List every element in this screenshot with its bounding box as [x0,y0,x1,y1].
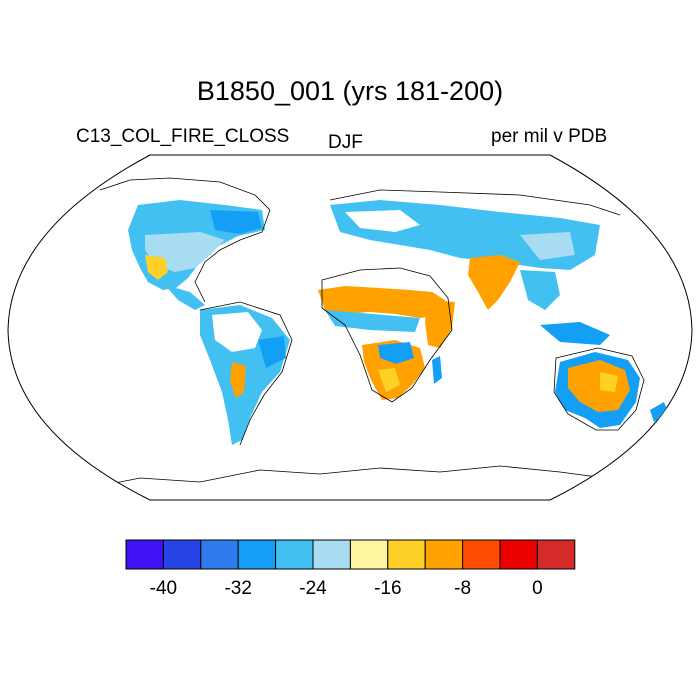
map-title: B1850_001 (yrs 181-200) [196,76,504,106]
colorbar-swatch [499,539,538,570]
australia-interior-field [568,360,630,412]
antarctica-coastline [79,465,621,491]
sahel-lower-field [325,310,420,332]
colorbar-swatch [312,539,351,570]
central-america-field [165,285,205,310]
southeast-asia-field [520,270,560,310]
sahel-fire-band [318,286,445,318]
southern-africa-yellow-field [378,368,400,392]
colorbar-tick-label: -40 [150,578,177,599]
colorbar-tick-label: 0 [532,578,543,599]
colorbar-tick-label: -32 [224,578,251,599]
colorbar-swatch [125,539,164,570]
season-label: DJF [328,132,363,153]
australia-yellow-field [600,372,618,392]
southern-africa-blue-field [378,342,414,364]
colorbar-swatch [237,539,277,570]
north-america-east-field [210,210,262,234]
south-america-orange-field [230,362,246,398]
colorbar-tick-label: -24 [299,578,327,599]
madagascar-field [432,356,442,384]
brazil-blue-field [258,336,286,368]
south-america-tropics-field [212,312,262,352]
indonesia-field [540,322,610,345]
europe-white-gap [345,210,420,232]
south-asia-fire-field [468,255,520,310]
colorbar-swatch [275,539,314,570]
east-africa-fire-field [425,300,455,348]
mexico-fire-field [145,255,168,280]
colorbar-swatch [349,539,389,570]
colorbar-swatch [200,539,239,570]
colorbar-tick-label: -8 [454,578,471,599]
colorbar-swatch [462,539,501,570]
colorbar-tick-label: -16 [374,578,401,599]
units-label: per mil v PDB [491,126,608,147]
colorbar-swatch [536,539,576,570]
colorbar-swatch [424,539,464,570]
variable-label: C13_COL_FIRE_CLOSS [76,126,290,147]
colorbar-swatch [387,539,426,570]
new-zealand-field [650,402,668,422]
coastlines [99,177,645,446]
colorbar-swatch [162,539,202,570]
china-field [520,232,575,260]
